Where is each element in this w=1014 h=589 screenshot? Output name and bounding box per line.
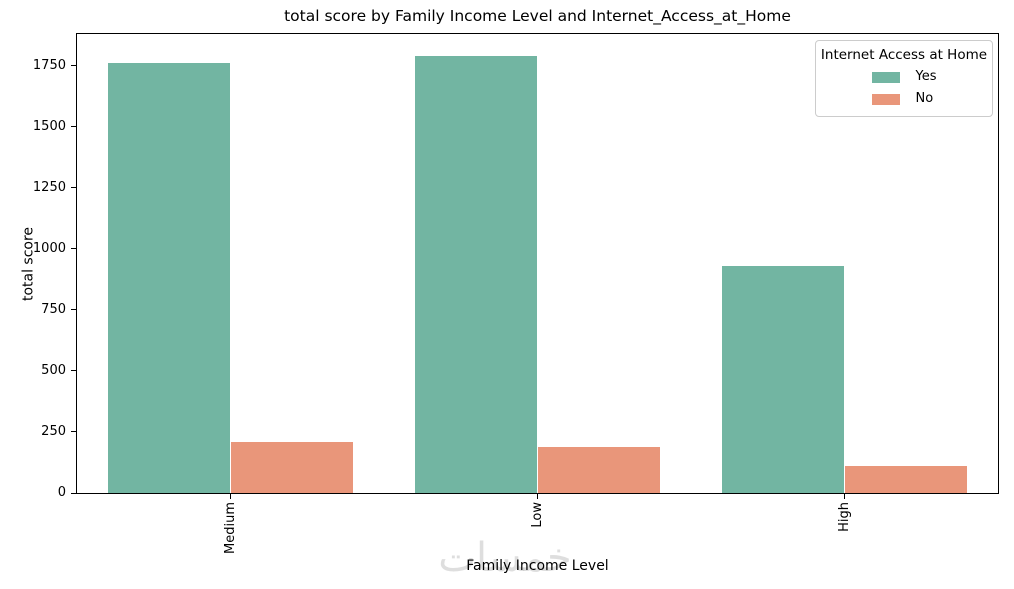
y-tick-mark — [71, 126, 76, 128]
y-tick-mark — [71, 370, 76, 372]
x-tick-mark — [844, 494, 845, 499]
x-tick-label-high: High — [837, 502, 852, 532]
y-tick-label: 1750 — [32, 57, 66, 73]
y-tick-mark — [71, 187, 76, 189]
bar-medium-no — [230, 441, 354, 493]
y-tick-label: 250 — [41, 423, 66, 439]
legend-label-no: No — [915, 91, 934, 106]
y-tick-mark — [71, 431, 76, 433]
watermark-text: خمسات — [438, 535, 572, 581]
y-tick-mark — [71, 309, 76, 311]
y-tick-label: 750 — [41, 301, 66, 317]
y-tick-mark — [71, 492, 76, 494]
x-tick-label-medium: Medium — [223, 502, 238, 554]
plot-area: Internet Access at Home Yes No — [76, 33, 999, 494]
x-tick-mark — [230, 494, 231, 499]
x-tick-label-low: Low — [530, 502, 545, 528]
bars-layer — [77, 34, 998, 493]
bar-low-yes — [414, 55, 538, 493]
x-axis-label: Family Income Level — [466, 558, 609, 574]
bar-high-no — [844, 466, 968, 493]
bar-medium-yes — [107, 63, 231, 493]
chart-title: total score by Family Income Level and I… — [284, 7, 791, 25]
bar-high-yes — [721, 265, 845, 493]
legend-swatch-no-icon — [871, 93, 900, 105]
legend-label-yes: Yes — [915, 69, 937, 84]
legend-entry-yes: Yes — [871, 69, 937, 85]
bar-low-no — [537, 446, 661, 493]
y-tick-mark — [71, 248, 76, 250]
legend-entries: Yes No — [871, 66, 937, 110]
x-tick-mark — [537, 494, 538, 499]
legend-swatch-yes-icon — [871, 71, 900, 83]
legend: Internet Access at Home Yes No — [815, 40, 993, 117]
legend-title: Internet Access at Home — [820, 47, 988, 63]
y-tick-mark — [71, 65, 76, 67]
y-tick-label: 500 — [41, 362, 66, 378]
y-tick-label: 1250 — [32, 179, 66, 195]
y-tick-label: 0 — [57, 485, 66, 500]
y-tick-label: 1500 — [32, 118, 66, 134]
legend-entry-no: No — [871, 91, 934, 107]
y-tick-label: 1000 — [32, 240, 66, 256]
